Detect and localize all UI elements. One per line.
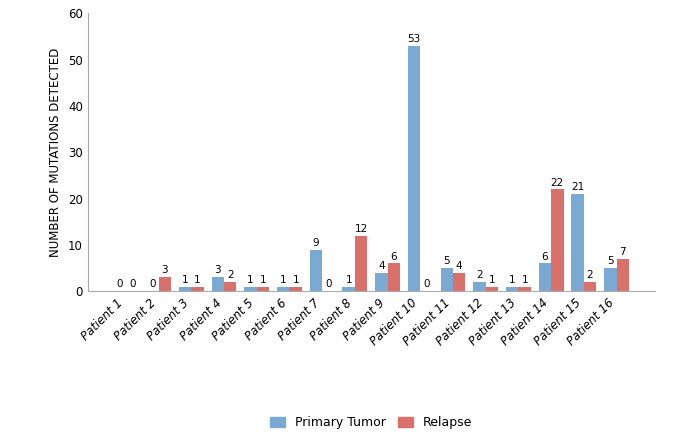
- Bar: [453, 273, 466, 291]
- Bar: [192, 287, 204, 291]
- Bar: [604, 268, 616, 291]
- Text: 2: 2: [227, 270, 234, 280]
- Text: 1: 1: [182, 275, 188, 285]
- Text: 6: 6: [391, 252, 397, 262]
- Bar: [539, 263, 551, 291]
- Text: 53: 53: [408, 34, 421, 44]
- Text: 3: 3: [161, 266, 168, 276]
- Bar: [408, 46, 421, 291]
- Bar: [212, 277, 224, 291]
- Bar: [375, 273, 387, 291]
- Text: 0: 0: [129, 280, 136, 289]
- Bar: [616, 259, 629, 291]
- Bar: [277, 287, 290, 291]
- Bar: [551, 190, 564, 291]
- Text: 1: 1: [489, 275, 495, 285]
- Text: 1: 1: [280, 275, 287, 285]
- Text: 0: 0: [117, 280, 123, 289]
- Bar: [387, 263, 400, 291]
- Bar: [473, 282, 486, 291]
- Bar: [159, 277, 171, 291]
- Text: 4: 4: [456, 261, 462, 271]
- Text: 1: 1: [521, 275, 528, 285]
- Text: 3: 3: [215, 266, 221, 276]
- Y-axis label: NUMBER OF MUTATIONS DETECTED: NUMBER OF MUTATIONS DETECTED: [49, 47, 63, 257]
- Text: 5: 5: [607, 256, 614, 266]
- Text: 22: 22: [551, 177, 564, 188]
- Bar: [310, 250, 322, 291]
- Text: 5: 5: [443, 256, 450, 266]
- Text: 2: 2: [476, 270, 483, 280]
- Text: 12: 12: [354, 224, 368, 234]
- Legend: Primary Tumor, Relapse: Primary Tumor, Relapse: [270, 416, 472, 429]
- Text: 0: 0: [149, 280, 156, 289]
- Text: 1: 1: [260, 275, 267, 285]
- Text: 1: 1: [194, 275, 201, 285]
- Text: 7: 7: [620, 247, 626, 257]
- Bar: [572, 194, 584, 291]
- Text: 9: 9: [313, 238, 319, 248]
- Text: 1: 1: [346, 275, 352, 285]
- Bar: [244, 287, 256, 291]
- Text: 6: 6: [541, 252, 548, 262]
- Text: 21: 21: [571, 182, 585, 192]
- Bar: [290, 287, 302, 291]
- Bar: [224, 282, 236, 291]
- Text: 2: 2: [587, 270, 593, 280]
- Bar: [584, 282, 596, 291]
- Bar: [441, 268, 453, 291]
- Text: 1: 1: [292, 275, 299, 285]
- Text: 4: 4: [378, 261, 385, 271]
- Text: 1: 1: [509, 275, 516, 285]
- Bar: [506, 287, 518, 291]
- Bar: [355, 236, 367, 291]
- Bar: [486, 287, 498, 291]
- Text: 0: 0: [423, 280, 430, 289]
- Bar: [342, 287, 355, 291]
- Text: 1: 1: [247, 275, 254, 285]
- Bar: [518, 287, 531, 291]
- Bar: [256, 287, 269, 291]
- Bar: [179, 287, 192, 291]
- Text: 0: 0: [325, 280, 331, 289]
